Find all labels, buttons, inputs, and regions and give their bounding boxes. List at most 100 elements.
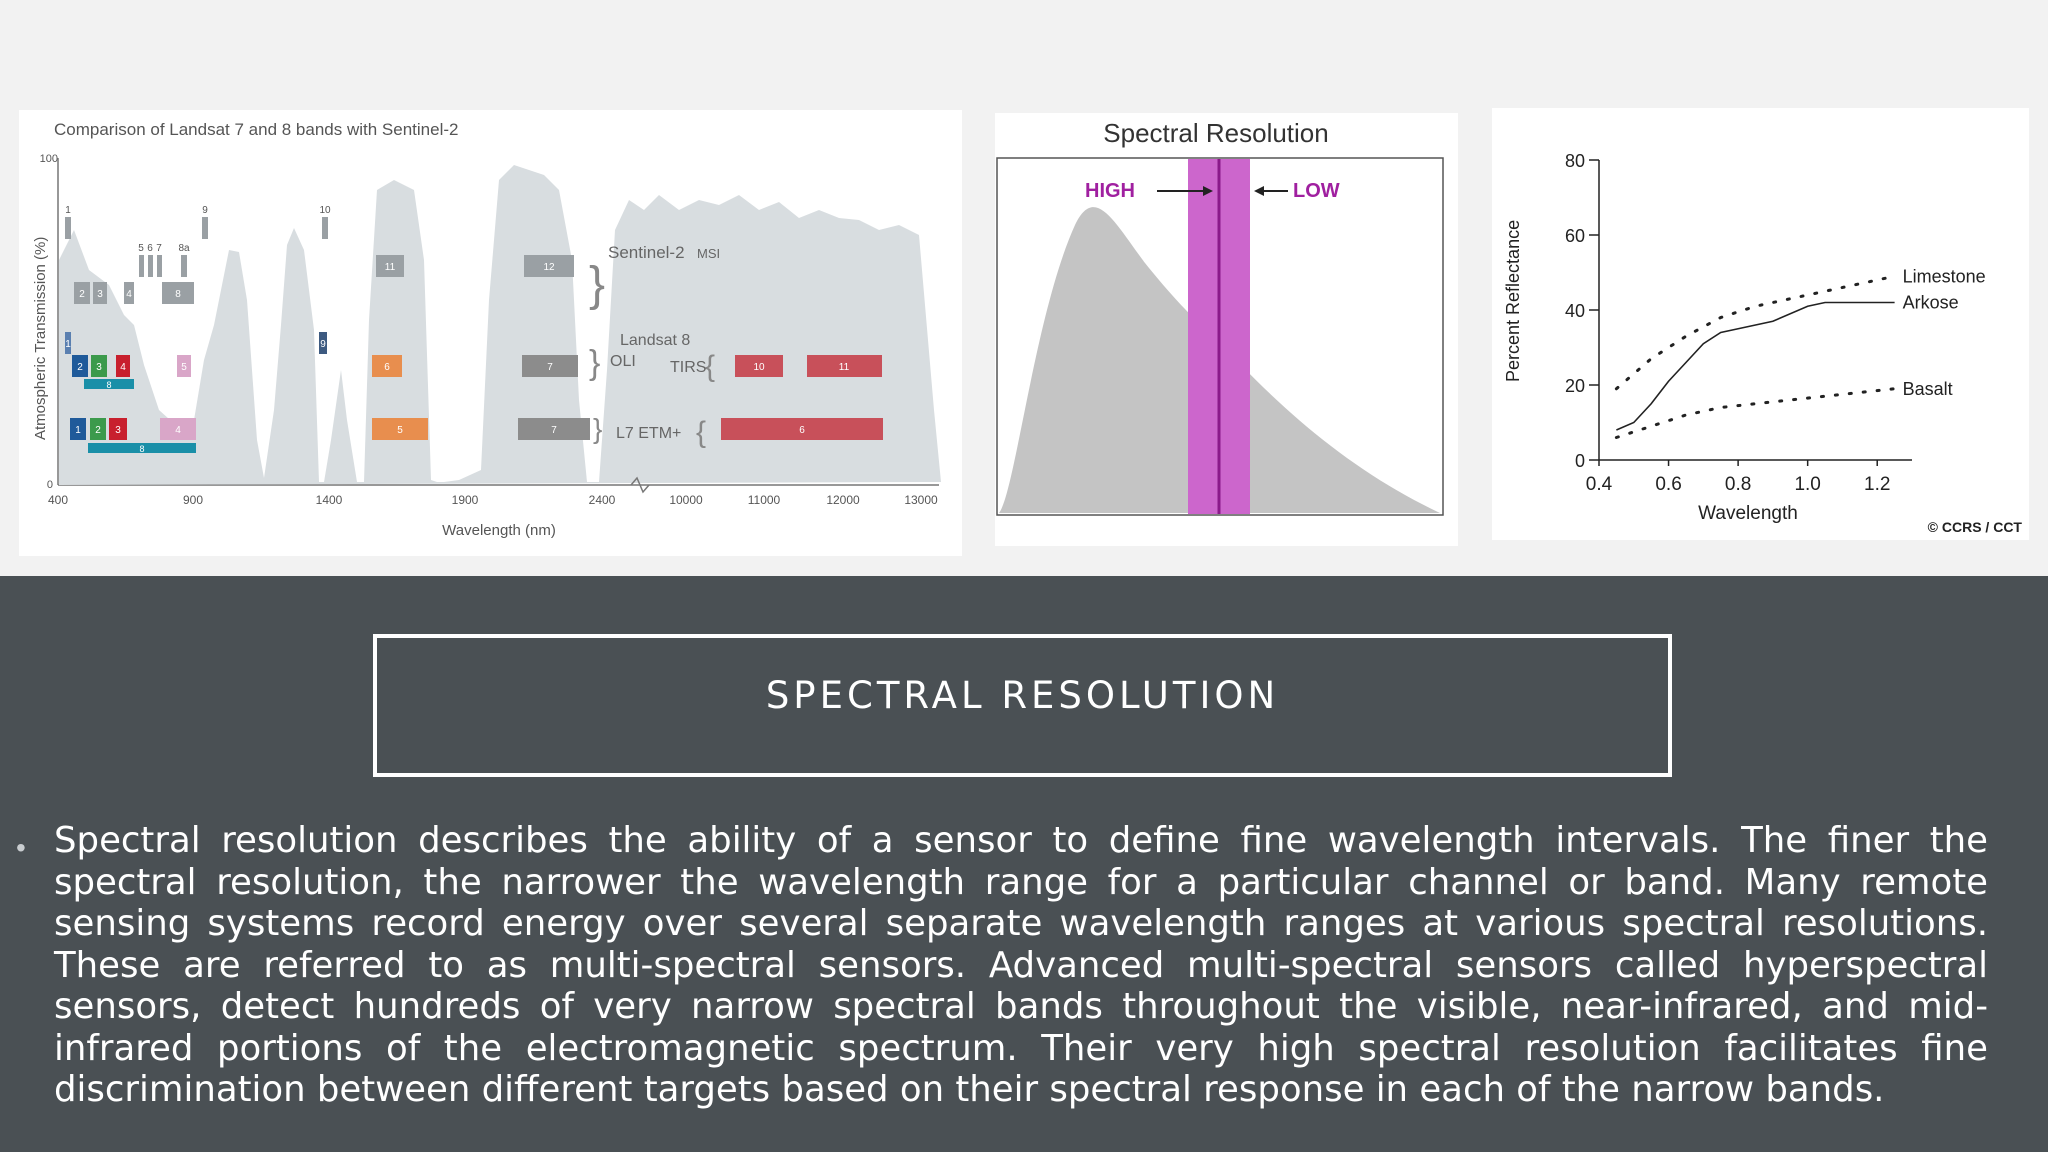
s2-band-8a bbox=[181, 255, 187, 277]
s2-band-3 bbox=[93, 282, 107, 304]
series-label-limestone: Limestone bbox=[1903, 266, 1986, 286]
bullet-icon: • bbox=[16, 832, 26, 863]
series-basalt bbox=[1614, 387, 1897, 439]
s2-band-8-label: 8 bbox=[175, 289, 181, 300]
fig1-xlabel: Wavelength (nm) bbox=[442, 522, 556, 539]
s2-band-5 bbox=[139, 255, 144, 277]
low-arrow-head bbox=[1254, 186, 1264, 196]
axis-break-mark bbox=[630, 476, 650, 494]
band-comparison-svg: Comparison of Landsat 7 and 8 bands with… bbox=[32, 120, 941, 539]
s2-band-5-label: 5 bbox=[138, 243, 144, 254]
fig1-xtick: 13000 bbox=[904, 493, 938, 507]
s2-band-12 bbox=[524, 255, 574, 277]
body-paragraph: Spectral resolution describes the abilit… bbox=[54, 820, 1988, 1110]
l7-band-1-label: 1 bbox=[75, 425, 81, 436]
x-tick-label: 0.4 bbox=[1586, 474, 1613, 495]
l8-band-8 bbox=[84, 379, 134, 389]
x-tick-label: 0.8 bbox=[1725, 474, 1751, 495]
l7-band-8 bbox=[88, 443, 196, 453]
spectral-resolution-figure: Spectral Resolution HIGH LOW bbox=[995, 113, 1458, 546]
l8-band-2-label: 2 bbox=[77, 362, 83, 373]
l7-band-5 bbox=[372, 418, 428, 440]
s2-band-4-label: 4 bbox=[126, 289, 132, 300]
x-tick-label: 0.6 bbox=[1655, 474, 1681, 495]
sentinel-sub-label: MSI bbox=[697, 246, 720, 261]
tirs-brace: { bbox=[705, 350, 715, 383]
l8-band-4-label: 4 bbox=[120, 362, 126, 373]
s2-band-2 bbox=[74, 282, 90, 304]
fig1-ytick-100: 100 bbox=[40, 153, 58, 165]
l8-band-7-label: 7 bbox=[547, 362, 553, 373]
s2-band-8 bbox=[162, 282, 194, 304]
l8-band-1-label: 1 bbox=[65, 339, 71, 350]
s2-band-12-label: 12 bbox=[543, 262, 555, 273]
series-arkose bbox=[1616, 301, 1895, 431]
l8-band-5-label: 5 bbox=[181, 362, 187, 373]
l8-band-6-label: 6 bbox=[384, 362, 390, 373]
y-tick-label: 20 bbox=[1565, 376, 1585, 396]
fig1-xtick: 2400 bbox=[589, 493, 616, 507]
s2-band-1-label: 1 bbox=[65, 205, 71, 216]
transmission-curve bbox=[59, 165, 941, 485]
fig1-xtick: 1400 bbox=[316, 493, 343, 507]
y-tick-label: 60 bbox=[1565, 226, 1585, 246]
high-label: HIGH bbox=[1085, 180, 1135, 202]
l8-band-8-label: 8 bbox=[106, 380, 111, 390]
l7-band-4 bbox=[160, 418, 196, 440]
l8-band-11 bbox=[807, 355, 882, 377]
l7-brace-right: { bbox=[696, 416, 706, 449]
landsat-sentinel-figure: Comparison of Landsat 7 and 8 bands with… bbox=[19, 110, 962, 556]
landsat8-brace: } bbox=[589, 344, 600, 382]
content-area bbox=[0, 576, 2048, 1152]
l8-band-9 bbox=[319, 332, 327, 354]
s2-band-7 bbox=[157, 255, 162, 277]
l8-band-3 bbox=[91, 355, 107, 377]
tirs-label: TIRS bbox=[670, 359, 706, 376]
sentinel-label: Sentinel-2 bbox=[608, 243, 685, 262]
fig1-ylabel: Atmospheric Transmission (%) bbox=[32, 237, 49, 440]
l7-band-2 bbox=[90, 418, 106, 440]
fig2-title: Spectral Resolution bbox=[1103, 118, 1328, 148]
fig1-xtick: 10000 bbox=[669, 493, 703, 507]
series-limestone bbox=[1614, 274, 1897, 391]
fig1-xtick: 12000 bbox=[826, 493, 860, 507]
s2-band-8a-label: 8a bbox=[178, 243, 190, 254]
s2-band-4 bbox=[124, 282, 134, 304]
l8-band-3-label: 3 bbox=[96, 362, 102, 373]
sentinel-brace: } bbox=[589, 258, 605, 311]
oli-label: OLI bbox=[610, 353, 636, 370]
series-label-basalt: Basalt bbox=[1903, 379, 1953, 399]
l7-band-7 bbox=[518, 418, 590, 440]
l8-band-10 bbox=[735, 355, 783, 377]
l7-band-7-label: 7 bbox=[551, 425, 557, 436]
l7-band-6-label: 6 bbox=[799, 425, 805, 436]
s2-band-9 bbox=[202, 217, 208, 239]
l8-band-4 bbox=[116, 355, 130, 377]
s2-band-11-label: 11 bbox=[385, 262, 396, 273]
s2-band-10 bbox=[322, 217, 328, 239]
y-tick-label: 80 bbox=[1565, 151, 1585, 171]
s2-band-7-label: 7 bbox=[156, 243, 162, 254]
fig1-xtick: 400 bbox=[48, 493, 68, 507]
l8-band-1 bbox=[65, 332, 71, 354]
l7-band-2-label: 2 bbox=[95, 425, 101, 436]
reflectance-chart-svg: Percent Reflectance Wavelength © CCRS / … bbox=[1503, 151, 2023, 535]
y-tick-label: 40 bbox=[1565, 301, 1585, 321]
l8-band-7 bbox=[522, 355, 578, 377]
fig1-ytick-0: 0 bbox=[47, 479, 53, 491]
l7-band-5-label: 5 bbox=[397, 425, 403, 436]
l7-band-8-label: 8 bbox=[139, 444, 144, 454]
chart-ticks: 0 20 40 60 80 0.4 0.6 0.8 1.0 1.2 bbox=[1565, 151, 1890, 495]
s2-band-6 bbox=[148, 255, 153, 277]
landsat8-label: Landsat 8 bbox=[620, 332, 690, 349]
credit-text: © CCRS / CCT bbox=[1928, 519, 2023, 535]
low-label: LOW bbox=[1293, 180, 1340, 202]
l7-band-6 bbox=[721, 418, 883, 440]
fig1-xtick: 900 bbox=[183, 493, 203, 507]
fig1-xtick: 1900 bbox=[452, 493, 479, 507]
fig1-xtick: 11000 bbox=[748, 493, 781, 507]
l8-band-9-label: 9 bbox=[320, 339, 326, 350]
chart-xlabel: Wavelength bbox=[1698, 503, 1798, 524]
s2-band-9-label: 9 bbox=[202, 205, 208, 216]
fig1-title: Comparison of Landsat 7 and 8 bands with… bbox=[54, 120, 458, 139]
